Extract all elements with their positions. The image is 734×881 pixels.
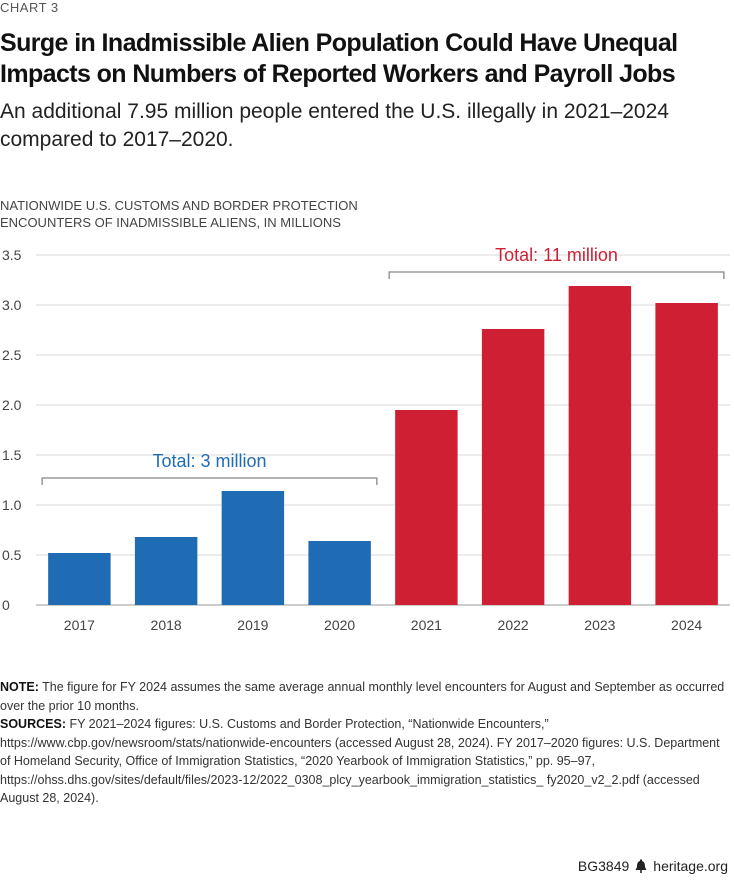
sources-text: FY 2021–2024 figures: U.S. Customs and B… (0, 717, 720, 805)
x-tick-label: 2021 (411, 617, 442, 633)
sources: SOURCES: FY 2021–2024 figures: U.S. Cust… (0, 715, 730, 808)
bar-2024 (655, 303, 718, 605)
y-tick-label: 2.0 (2, 397, 22, 413)
bar-2021 (395, 410, 458, 605)
x-tick-label: 2020 (324, 617, 355, 633)
bar-2022 (481, 329, 545, 605)
bar-2023 (568, 286, 632, 605)
bar-2019 (221, 491, 285, 605)
axis-title-line-1: NATIONWIDE U.S. CUSTOMS AND BORDER PROTE… (0, 198, 358, 213)
x-tick-label: 2023 (584, 617, 615, 633)
note: NOTE: The figure for FY 2024 assumes the… (0, 678, 730, 715)
note-label: NOTE: (0, 680, 39, 694)
x-tick-label: 2019 (237, 617, 268, 633)
chart-subtitle: An additional 7.95 million people entere… (0, 100, 669, 151)
x-tick-label: 2018 (151, 617, 182, 633)
title-line-1: Surge in Inadmissible Alien Population C… (0, 29, 678, 57)
website: heritage.org (653, 858, 728, 874)
bracket-2 (388, 271, 725, 279)
y-tick-label: 1.0 (2, 497, 22, 513)
notes-section: NOTE: The figure for FY 2024 assumes the… (0, 678, 730, 808)
y-tick-label: 2.5 (2, 347, 22, 363)
liberty-bell-icon (635, 859, 647, 873)
sources-label: SOURCES: (0, 717, 66, 731)
y-tick-label: 1.5 (2, 447, 22, 463)
footer: BG3849 heritage.org (578, 858, 728, 874)
annotation-total-1: Total: 3 million (152, 451, 266, 471)
chart-number-label: CHART 3 (0, 0, 59, 15)
bar-2018 (134, 537, 198, 605)
y-axis-title: NATIONWIDE U.S. CUSTOMS AND BORDER PROTE… (0, 197, 420, 231)
x-tick-label: 2024 (671, 617, 702, 633)
chart-title: Surge in Inadmissible Alien Population C… (0, 28, 730, 90)
y-tick-label: 3.5 (2, 247, 22, 263)
x-tick-label: 2022 (498, 617, 529, 633)
bracket-1 (41, 477, 378, 485)
bar-chart: 3.5 3.0 2.5 2.0 1.5 1.0 0.5 0 2017 2018 2019 2020 20… (2, 245, 730, 633)
y-tick-label: 0.5 (2, 547, 22, 563)
bar-2017 (48, 553, 111, 605)
annotation-total-2: Total: 11 million (495, 245, 618, 265)
note-text: The figure for FY 2024 assumes the same … (0, 680, 725, 713)
bar-2020 (308, 541, 371, 605)
title-line-2: Impacts on Numbers of Reported Workers a… (0, 60, 676, 88)
x-tick-label: 2017 (64, 617, 95, 633)
report-code: BG3849 (577, 858, 630, 874)
axis-title-line-2: ENCOUNTERS OF INADMISSIBLE ALIENS, IN MI… (0, 215, 341, 230)
y-tick-label: 3.0 (2, 297, 22, 313)
y-tick-label: 0 (2, 597, 10, 613)
